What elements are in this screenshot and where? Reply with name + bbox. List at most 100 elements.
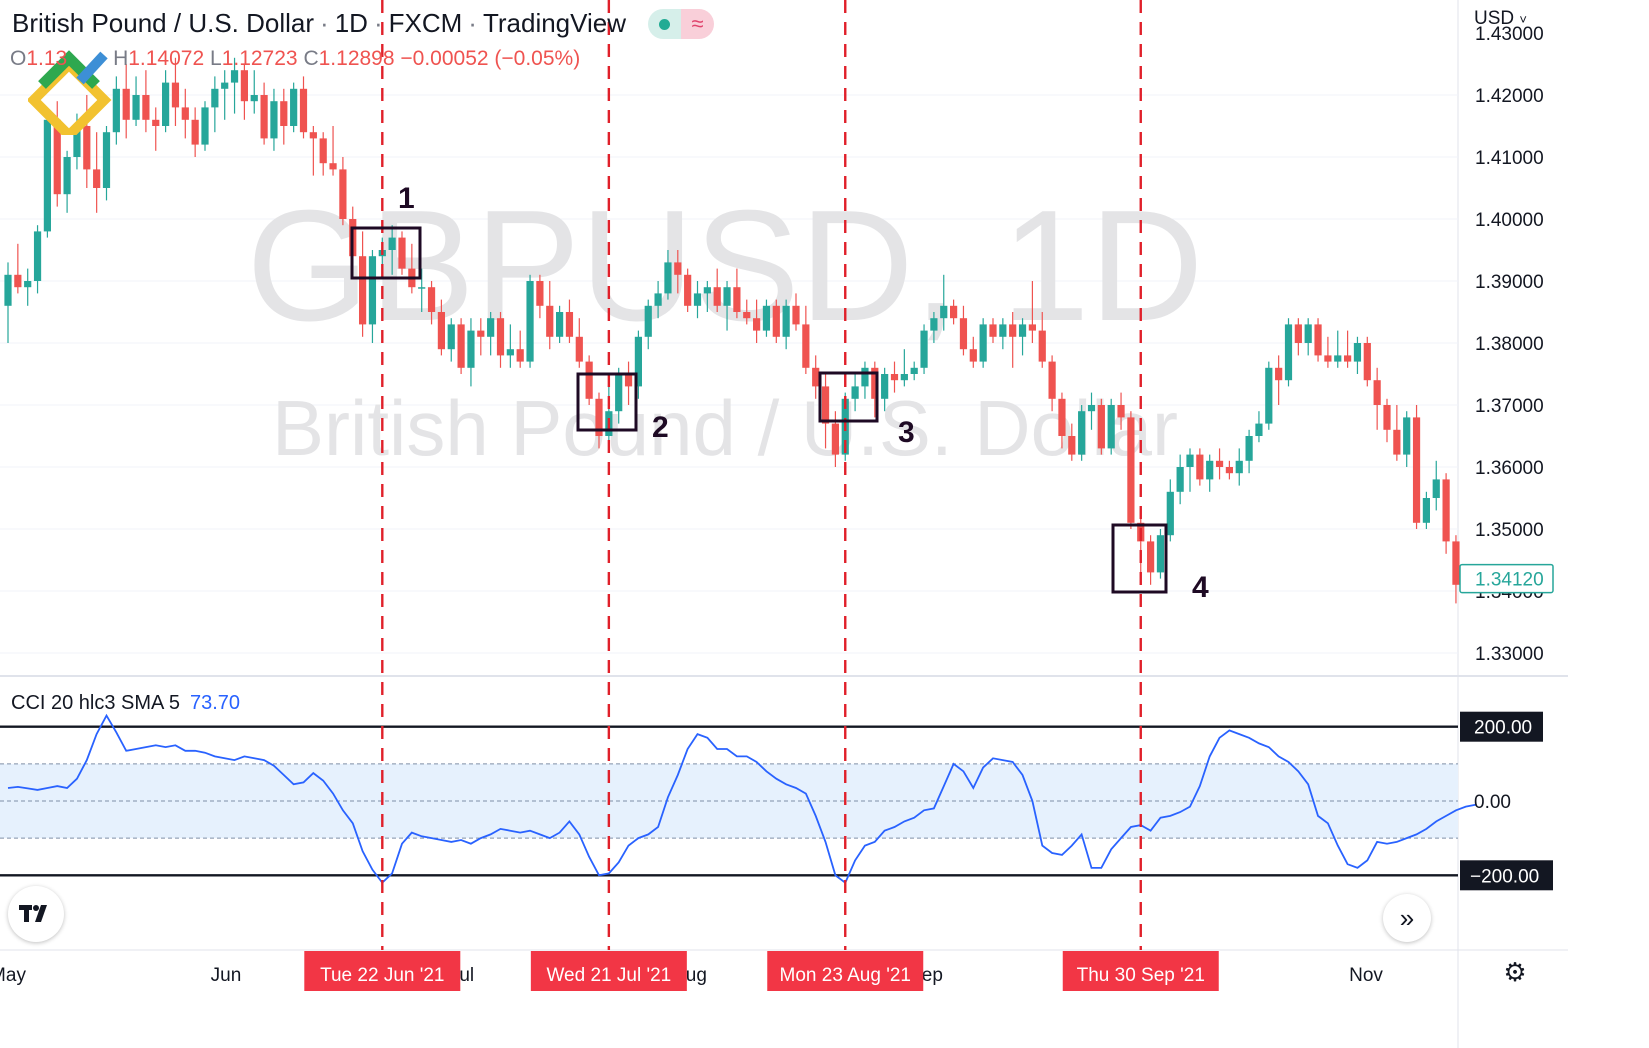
price-tick-label: 1.42000	[1475, 86, 1544, 107]
candle-up	[290, 88, 298, 126]
candle-up	[73, 126, 81, 157]
candle-up	[102, 132, 111, 188]
candle-down	[821, 386, 830, 424]
candle-up	[1422, 498, 1430, 523]
candle-up	[634, 336, 642, 387]
cci-mid-label: 0.00	[1474, 792, 1511, 813]
symbol-header[interactable]: British Pound / U.S. Dollar · 1D · FXCM · Trad…	[12, 8, 627, 38]
exchange-label: FXCM	[388, 8, 463, 38]
candle-down	[240, 70, 248, 102]
candle-up	[930, 318, 938, 331]
price-tick-label: 1.40000	[1475, 210, 1544, 231]
marker-date-label: Tue 22 Jun '21	[320, 965, 444, 986]
candle-up	[43, 119, 51, 232]
candle-up	[654, 293, 662, 306]
candle-down	[684, 274, 692, 306]
marker-box	[818, 371, 879, 423]
candle-up	[664, 262, 672, 294]
candle-down	[319, 138, 327, 164]
candle-down	[437, 312, 445, 350]
platform-label: TradingView	[482, 8, 627, 38]
candle-up	[1265, 367, 1273, 424]
candle-down	[1383, 405, 1391, 430]
candle-up	[447, 324, 455, 350]
candle-up	[1255, 423, 1263, 436]
time-axis-label: Nov	[1349, 965, 1383, 986]
price-tick-label: 1.38000	[1475, 334, 1544, 355]
candle-down	[1117, 405, 1125, 418]
candle-down	[1058, 398, 1066, 436]
candle-down	[969, 349, 977, 362]
candle-down	[329, 163, 337, 170]
candle-up	[1186, 454, 1194, 467]
candle-up	[368, 256, 377, 325]
candle-up	[1176, 467, 1184, 492]
candle-up	[1284, 324, 1293, 381]
candle-up	[388, 237, 396, 250]
candle-down	[595, 398, 603, 436]
candle-down	[299, 88, 308, 133]
candle-down	[546, 305, 554, 337]
candle-down	[1127, 417, 1135, 523]
data-feed-icon: ≈	[681, 9, 714, 39]
candle-down	[496, 318, 505, 356]
candle-up	[418, 287, 426, 289]
marker-date-label: Thu 30 Sep '21	[1077, 965, 1205, 986]
candle-down	[1363, 343, 1371, 381]
marker-date-badge	[304, 951, 461, 991]
candle-up	[1432, 479, 1440, 498]
candle-up	[644, 305, 652, 337]
currency-selector[interactable]: USD ˅	[1474, 8, 1527, 30]
change-value: −0.00052 (−0.05%)	[400, 47, 581, 70]
candle-up	[910, 367, 918, 374]
candle-down	[565, 312, 574, 337]
candles-group	[4, 57, 1470, 604]
candle-up	[230, 70, 239, 83]
marker-date-label: Mon 23 Aug '21	[780, 965, 911, 986]
candle-down	[753, 318, 761, 331]
candle-down	[1009, 324, 1017, 337]
scroll-forward-button[interactable]: »	[1383, 894, 1431, 942]
candle-down	[1373, 380, 1381, 405]
cci-legend[interactable]: CCI 20 hlc3 SMA 5 73.70	[11, 692, 240, 715]
candle-down	[1442, 479, 1450, 542]
price-tick-label: 1.36000	[1475, 458, 1544, 479]
marker-date-label: Wed 21 Jul '21	[546, 965, 671, 986]
double-chevron-right-icon: »	[1399, 902, 1415, 933]
candle-up	[723, 287, 731, 306]
candle-down	[427, 287, 436, 312]
marker-date-badge	[530, 951, 687, 991]
candle-down	[122, 88, 130, 120]
candle-down	[280, 101, 288, 126]
candle-up	[1235, 460, 1243, 474]
candle-up	[24, 281, 32, 288]
candle-up	[615, 374, 623, 412]
candle-up	[693, 293, 702, 306]
price-tick-label: 1.37000	[1475, 396, 1544, 417]
cci-low-badge	[1460, 860, 1553, 891]
high-value: 1.14072	[128, 47, 205, 70]
marker-number: 2	[652, 411, 669, 444]
settings-gear-icon[interactable]: ⚙	[1503, 956, 1527, 987]
candle-down	[1068, 436, 1076, 455]
candle-down	[14, 274, 22, 288]
candle-down	[743, 312, 751, 319]
marker-date-badge	[767, 951, 924, 991]
candle-down	[339, 169, 347, 219]
candle-down	[1225, 467, 1233, 474]
candle-up	[851, 386, 859, 399]
candle-down	[1452, 541, 1460, 585]
market-status-pill[interactable]: ≈	[648, 9, 714, 39]
candle-down	[53, 119, 61, 195]
candle-down	[1048, 361, 1056, 399]
candle-down	[142, 95, 150, 120]
candle-up	[703, 287, 711, 294]
cci-low-label: −200.00	[1470, 866, 1539, 887]
candle-down	[959, 318, 968, 350]
tradingview-logo-icon[interactable]	[8, 886, 64, 942]
candle-down	[181, 107, 189, 120]
brand-logo	[26, 45, 118, 143]
marker-box	[350, 226, 422, 280]
interval-label[interactable]: 1D	[334, 8, 368, 38]
